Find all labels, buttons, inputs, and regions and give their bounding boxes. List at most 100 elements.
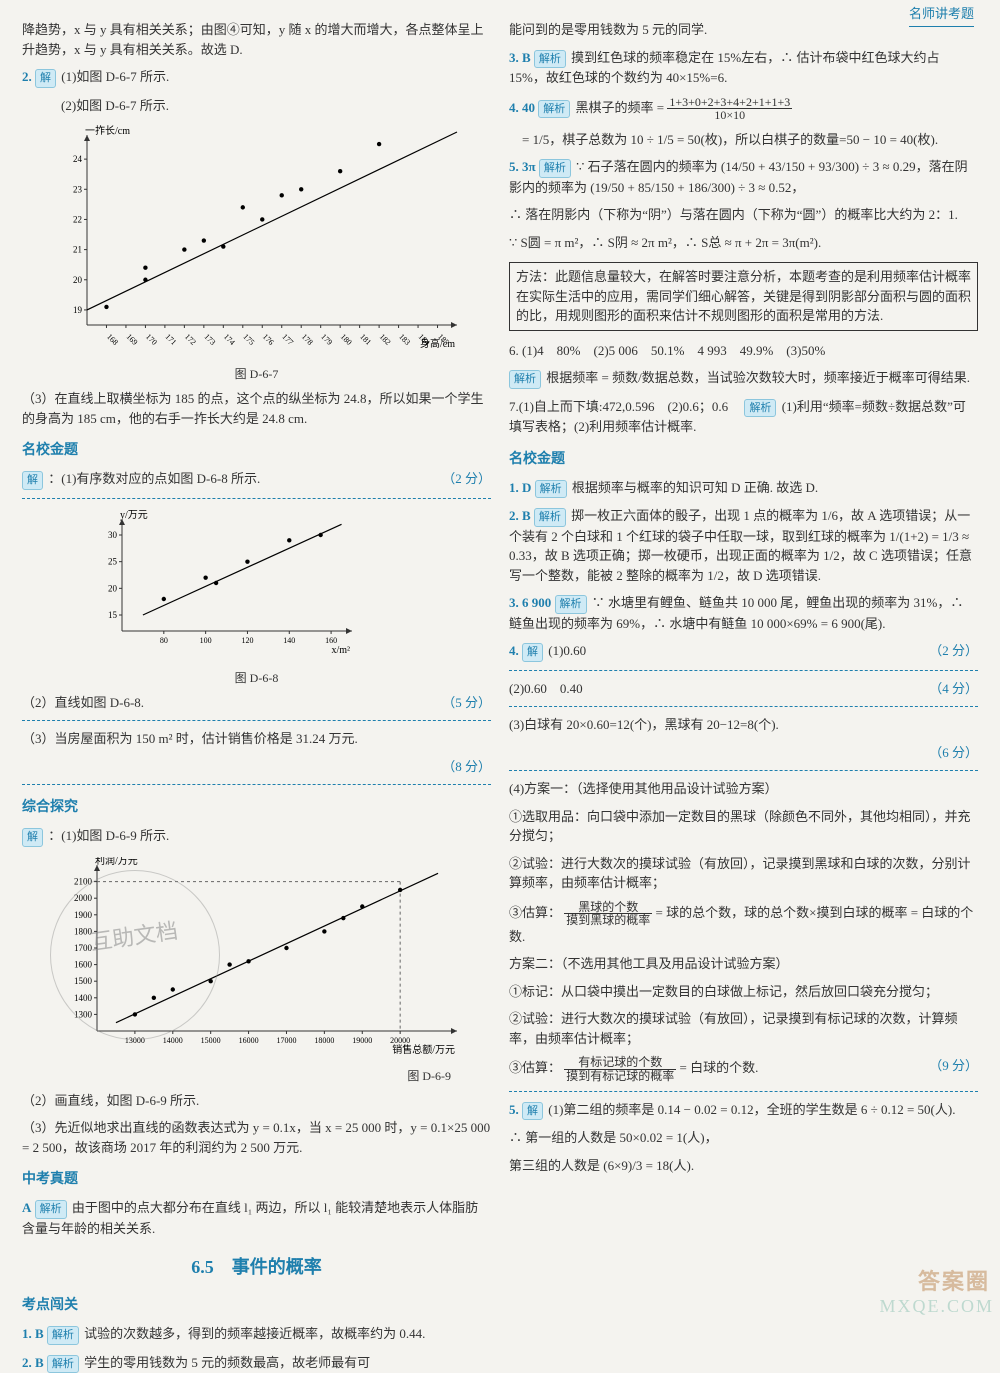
sec1-q3: （3）当房屋面积为 150 m² 时，估计销售价格是 31.24 万元.	[22, 729, 491, 749]
sec1-score3: （8 分）	[442, 757, 491, 777]
svg-text:19: 19	[73, 305, 83, 315]
dot3	[22, 784, 491, 785]
svg-text:174: 174	[221, 332, 236, 347]
svg-text:18000: 18000	[314, 1036, 334, 1045]
chart2-caption: 图 D-6-8	[22, 669, 491, 687]
svg-text:30: 30	[108, 530, 118, 540]
sec3-body-t: 由于图中的点大都分布在直线 l₁ 两边，所以 l₁ 能较清楚地表示人体脂肪含量与…	[22, 1200, 478, 1236]
jie-tag-5: 解	[522, 1102, 543, 1121]
r-m4-head: 4. 解 (1)0.60 （2 分）	[509, 641, 978, 662]
dot-r2	[509, 706, 978, 707]
right-column: 能问到的是零用钱数为 5 元的同学. 3. B 解析 摸到红色球的频率稳定在 1…	[509, 18, 978, 1312]
r-m4-num: 4.	[509, 643, 522, 658]
r-m4d3h: ③估算：	[509, 905, 561, 920]
sec1-score1: （2 分）	[442, 469, 491, 489]
r-q5-c: ∵ S圆 = π m²，∴ S阴 ≈ 2π m²，∴ S总 ≈ π + 2π =…	[509, 233, 978, 253]
sec-zonghe: 综合探究	[22, 797, 491, 818]
r-m4cS-line: （6 分）	[509, 743, 978, 763]
r-q6-note-t: 根据频率 = 频数/数据总数，当试验次数较大时，频率接近于概率可得结果.	[546, 370, 970, 385]
r-q6-note: 解析 根据频率 = 频数/数据总数，当试验次数较大时，频率接近于概率可得结果.	[509, 368, 978, 389]
r-m4e2: ②试验：进行大数次的摸球试验（有放回），记录摸到有标记球的次数，计算频率，由频率…	[509, 1009, 978, 1048]
dot-r3	[509, 770, 978, 771]
r-m2-t: 掷一枚正六面体的骰子，出现 1 点的概率为 1/6，故 A 选项错误；从一个装有…	[509, 508, 972, 583]
svg-text:120: 120	[241, 636, 253, 645]
r-q3: 3. B 解析 摸到红色球的频率稳定在 15%左右，∴ 估计布袋中红色球大约占 …	[509, 48, 978, 88]
r-q7-t: 7.(1)自上而下填:472,0.596 (2)0.6；0.6	[509, 399, 741, 414]
svg-text:2100: 2100	[74, 876, 93, 886]
svg-text:168: 168	[105, 332, 120, 347]
r-m4eS: （9 分）	[929, 1056, 978, 1076]
svg-text:销售总额/万元: 销售总额/万元	[392, 1043, 455, 1056]
kd2: 2. B 解析 学生的零用钱数为 5 元的频数最高，故老师最有可	[22, 1353, 491, 1373]
q2-l1-text: (1)如图 D-6-7 所示.	[61, 69, 169, 84]
svg-text:175: 175	[241, 332, 256, 347]
kd2-t: 学生的零用钱数为 5 元的频数最高，故老师最有可	[84, 1355, 370, 1370]
kd1-ans: 1. B	[22, 1326, 44, 1341]
r-m4a: (1)0.60	[548, 643, 586, 658]
r-m4c: (3)白球有 20×0.60=12(个)，黑球有 20−12=8(个).	[509, 715, 978, 735]
svg-text:19000: 19000	[352, 1036, 372, 1045]
r-q5-box-t: 方法：此题信息量较大，在解答时要注意分析，本题考查的是利用频率估计概率在实际生活…	[516, 269, 971, 323]
svg-text:169: 169	[124, 332, 139, 347]
sec1-score2: （5 分）	[442, 693, 491, 713]
r-m4e3-frac: 有标记球的个数 摸到有标记球的概率	[564, 1056, 676, 1082]
r-q7: 7.(1)自上而下填:472,0.596 (2)0.6；0.6 解析 (1)利用…	[509, 397, 978, 437]
svg-text:179: 179	[319, 332, 334, 347]
r-m4e3h: ③估算：	[509, 1060, 561, 1075]
svg-text:20: 20	[73, 275, 83, 285]
watermark-mxqe: MXQE.COM	[879, 1293, 994, 1320]
r-q4-ans: 4. 40	[509, 100, 535, 115]
page-columns: 降趋势，x 与 y 具有相关关系；由图④可知，y 随 x 的增大而增大，各点整体…	[22, 18, 978, 1312]
svg-text:15: 15	[108, 610, 118, 620]
r-m4d3-d: 摸到黑球的概率	[564, 914, 652, 927]
sec2-q2: （2）画直线，如图 D-6-9 所示.	[22, 1091, 491, 1111]
svg-text:22: 22	[73, 214, 82, 224]
r-m4e3-n: 有标记球的个数	[564, 1056, 676, 1070]
r-m4d1: ①选取用品：向口袋中添加一定数目的黑球（除颜色不同外，其他均相同），并充分搅匀；	[509, 807, 978, 846]
q2c: （3）在直线上取横坐标为 185 的点，这个点的纵坐标为 24.8，所以如果一个…	[22, 389, 491, 428]
r-m4d3: ③估算： 黑球的个数 摸到黑球的概率 = 球的总个数，球的总个数×摸到白球的概率…	[509, 901, 978, 947]
r-m4aS: （2 分）	[929, 641, 978, 661]
r-q4-den: 10×10	[667, 109, 792, 122]
r-m1-t: 根据频率与概率的知识可知 D 正确. 故选 D.	[572, 480, 818, 495]
r-m3: 3. 6 900 解析 ∵ 水塘里有鲤鱼、鲢鱼共 10 000 尾，鲤鱼出现的频…	[509, 593, 978, 633]
sec2-q1: 解 ：(1)如图 D-6-9 所示.	[22, 826, 491, 847]
jiexi-tag-6: 解析	[539, 159, 571, 178]
sec1-q1-t: ：(1)有序数对应的点如图 D-6-8 所示.	[48, 471, 260, 486]
r-m4e3-r: = 白球的个数.	[680, 1060, 759, 1075]
r-m1: 1. D 解析 根据频率与概率的知识可知 D 正确. 故选 D.	[509, 478, 978, 499]
r-m5a: (1)第二组的频率是 0.14 − 0.02 = 0.12，全班的学生数是 6 …	[548, 1102, 955, 1117]
jie-tag-4: 解	[522, 643, 543, 662]
svg-text:171: 171	[163, 332, 178, 347]
svg-text:一拃长/cm: 一拃长/cm	[85, 125, 130, 137]
page-header-title: 名师讲考题	[909, 4, 974, 27]
intro-text: 降趋势，x 与 y 具有相关关系；由图④可知，y 随 x 的增大而增大，各点整体…	[22, 20, 491, 59]
r-q4-rest: = 1/5，棋子总数为 10 ÷ 1/5 = 50(枚)，所以白棋子的数量=50…	[509, 130, 978, 150]
svg-text:x/m²: x/m²	[331, 645, 350, 656]
svg-text:182: 182	[377, 332, 392, 347]
r-m5-head: 5. 解 (1)第二组的频率是 0.14 − 0.02 = 0.12，全班的学生…	[509, 1100, 978, 1121]
svg-text:1300: 1300	[74, 1009, 93, 1019]
jiexi-tag-2: 解析	[47, 1326, 79, 1345]
jiexi-tag-10: 解析	[534, 508, 566, 527]
svg-text:181: 181	[358, 332, 373, 347]
sec1-q1: 解 ：(1)有序数对应的点如图 D-6-8 所示. （2 分）	[22, 469, 491, 490]
r-m4cS: （6 分）	[929, 743, 978, 763]
svg-text:183: 183	[397, 332, 412, 347]
sec-kaodian: 考点闯关	[22, 1295, 491, 1316]
r-m4e3-d: 摸到有标记球的概率	[564, 1070, 676, 1083]
jiexi-tag-4: 解析	[534, 50, 566, 69]
jiexi-tag-1: 解析	[35, 1200, 67, 1219]
sec2-q3: （3）先近似地求出直线的函数表达式为 y = 0.1x，当 x = 25 000…	[22, 1118, 491, 1157]
svg-text:y/万元: y/万元	[120, 510, 148, 521]
title-6-5: 6.5 事件的概率	[22, 1254, 491, 1281]
r-m4d2: ②试验：进行大数次的摸球试验（有放回），记录摸到黑球和白球的次数，分别计算频率，…	[509, 854, 978, 893]
r-m4e: 方案二：（不选用其他工具及用品设计试验方案）	[509, 954, 978, 974]
r-mingxiao: 名校金题	[509, 449, 978, 470]
left-column: 降趋势，x 与 y 具有相关关系；由图④可知，y 随 x 的增大而增大，各点整体…	[22, 18, 491, 1312]
r-q4-num: 1+3+0+2+3+4+2+1+1+3	[667, 96, 792, 110]
r-m5-num: 5.	[509, 1102, 522, 1117]
r-q5-ans: 5. 3π	[509, 159, 536, 174]
dot-r1	[509, 670, 978, 671]
jiexi-tag-7: 解析	[509, 370, 541, 389]
